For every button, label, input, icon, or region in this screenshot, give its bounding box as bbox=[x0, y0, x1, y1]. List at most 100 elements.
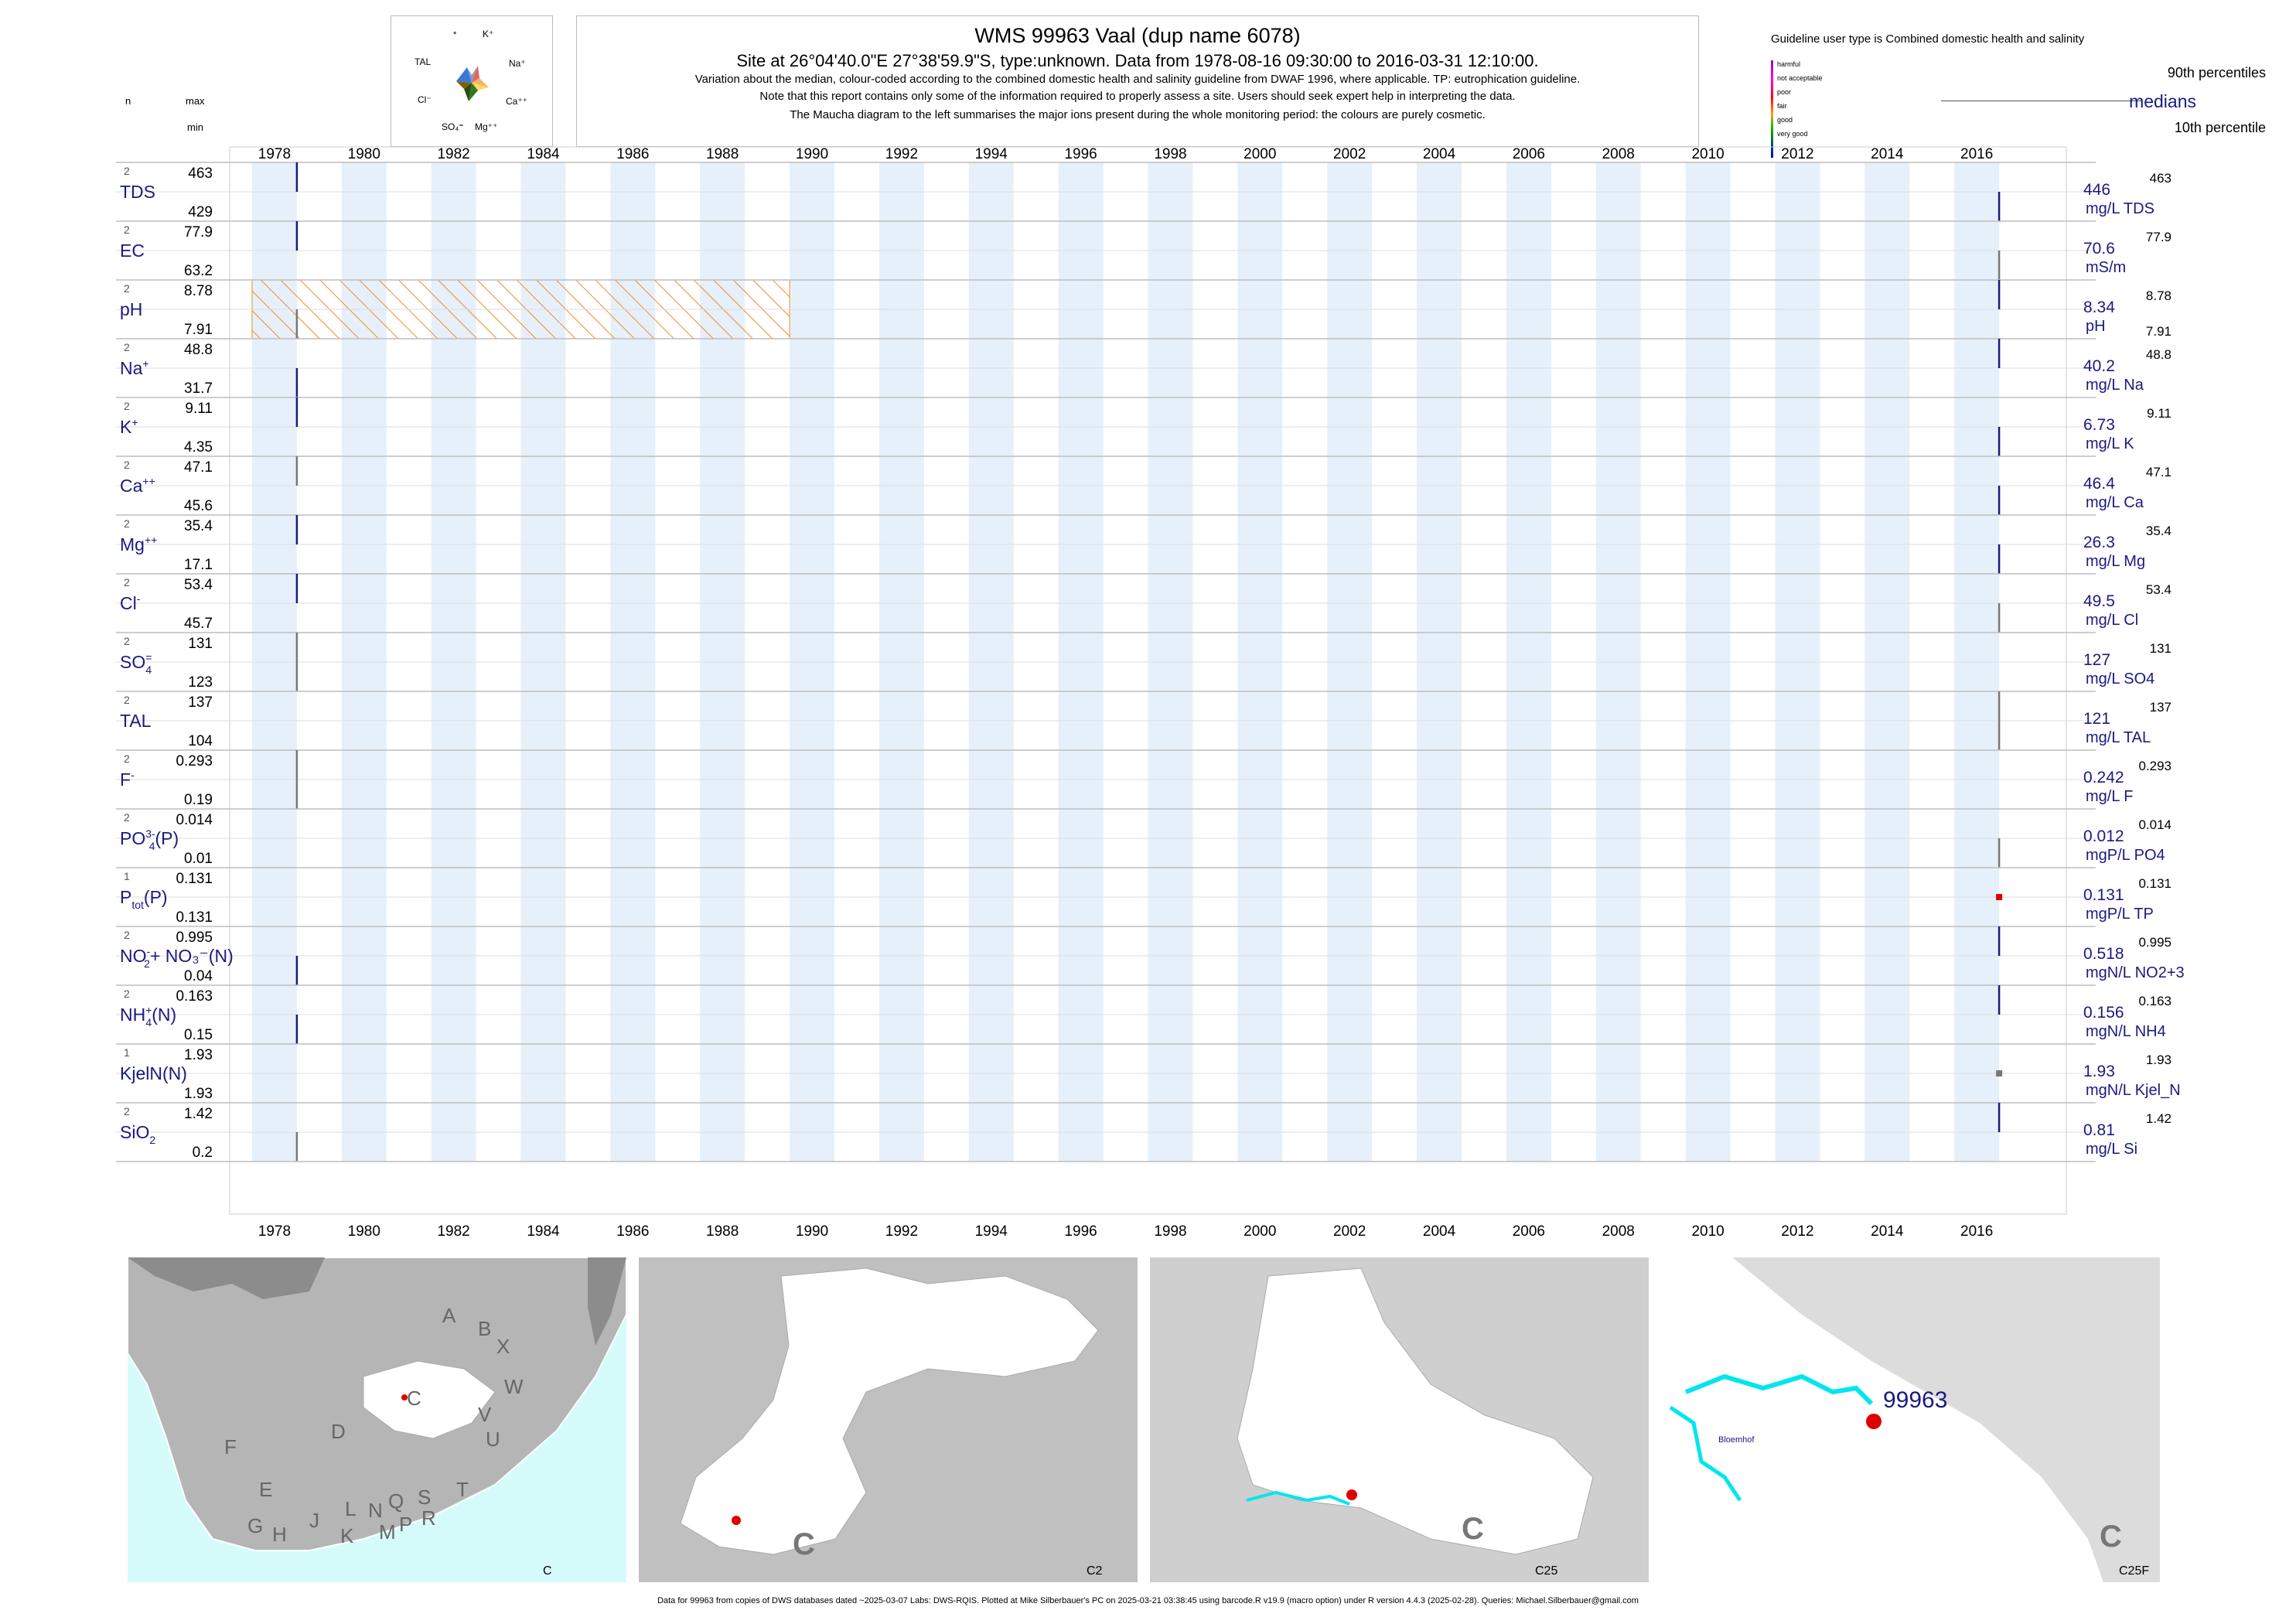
row-median: 1.93 bbox=[2083, 1063, 2115, 1080]
row-max-right: 131 bbox=[2150, 641, 2171, 656]
map-caption: C bbox=[543, 1564, 552, 1578]
row-max-right: 8.78 bbox=[2146, 288, 2171, 303]
row-min: 17.1 bbox=[184, 557, 213, 573]
row-max-right: 137 bbox=[2150, 700, 2171, 715]
row-unit: mgN/L Kjel_N bbox=[2086, 1082, 2181, 1099]
x-tick-label-bottom: 2002 bbox=[1333, 1223, 1366, 1237]
x-tick-label-top: 1986 bbox=[616, 146, 649, 162]
x-tick-label-bottom: 1980 bbox=[348, 1223, 380, 1237]
x-tick-label-top: 2012 bbox=[1781, 146, 1813, 162]
map-region-letter: C bbox=[793, 1527, 815, 1561]
row-unit: mgN/L NO2+3 bbox=[2086, 964, 2185, 981]
row-min: 31.7 bbox=[184, 380, 213, 397]
row-min: 0.2 bbox=[193, 1145, 213, 1161]
row-min: 4.35 bbox=[184, 439, 213, 455]
map-letter: X bbox=[496, 1335, 510, 1358]
row-min: 0.04 bbox=[184, 968, 213, 984]
map-letter: S bbox=[418, 1486, 431, 1509]
row-max-right: 77.9 bbox=[2146, 230, 2171, 244]
maucha-star bbox=[456, 66, 489, 101]
plot-frame bbox=[229, 146, 2067, 1215]
place-label: Bloemhof bbox=[1718, 1435, 1755, 1445]
x-tick-label-top: 1982 bbox=[437, 146, 469, 162]
row-min: 0.15 bbox=[184, 1027, 213, 1043]
site-marker bbox=[1866, 1414, 1881, 1429]
map-caption: C25 bbox=[1535, 1564, 1557, 1578]
row-variable-label: Cl- bbox=[120, 592, 141, 613]
row-unit: mg/L F bbox=[2086, 788, 2134, 805]
row-max-right: 48.8 bbox=[2146, 347, 2171, 362]
maucha-svg: * K⁺ Na⁺ Ca⁺⁺ Mg⁺⁺ SO₄⁼ Cl⁻ TAL bbox=[415, 29, 527, 132]
map-letter: M bbox=[379, 1520, 396, 1544]
row-max: 47.1 bbox=[184, 459, 213, 476]
col-n-header: n bbox=[125, 95, 131, 107]
col-max-header: max bbox=[186, 95, 205, 107]
row-n: 2 bbox=[124, 811, 130, 824]
map-caption: C25F bbox=[2119, 1564, 2149, 1578]
row-n: 2 bbox=[124, 165, 130, 177]
chart-title: WMS 99963 Vaal (dup name 6078) bbox=[974, 24, 1301, 47]
row-variable-label: NO-2+ NO₃⁻(N) bbox=[120, 945, 234, 970]
x-tick-label-bottom: 1978 bbox=[258, 1223, 291, 1237]
map-letter: U bbox=[486, 1428, 500, 1451]
x-tick-label-bottom: 1992 bbox=[885, 1223, 918, 1237]
x-tick-label-bottom: 1982 bbox=[437, 1223, 469, 1237]
row-unit: mg/L TAL bbox=[2086, 729, 2151, 746]
x-tick-label-top: 1990 bbox=[796, 146, 828, 162]
row-variable-label: F- bbox=[120, 769, 135, 790]
row-n: 2 bbox=[124, 1105, 130, 1117]
x-tick-label-bottom: 1988 bbox=[706, 1223, 739, 1237]
x-tick-label-bottom: 2012 bbox=[1781, 1223, 1813, 1237]
row-max: 131 bbox=[188, 636, 213, 652]
row-n: 2 bbox=[124, 635, 130, 647]
x-tick-label-top: 1978 bbox=[258, 146, 291, 162]
x-tick-label-top: 2006 bbox=[1513, 146, 1545, 162]
row-median: 8.34 bbox=[2083, 299, 2115, 316]
map-letter: V bbox=[478, 1403, 492, 1426]
row-variable-label: EC bbox=[120, 241, 145, 261]
x-tick-label-bottom: 1998 bbox=[1154, 1223, 1186, 1237]
row-n: 2 bbox=[124, 694, 130, 706]
row-unit: mg/L TDS bbox=[2086, 200, 2154, 217]
row-max: 48.8 bbox=[184, 342, 213, 358]
row-n: 2 bbox=[124, 517, 130, 530]
row-n: 1 bbox=[124, 1046, 130, 1059]
x-tick-label-bottom: 1990 bbox=[796, 1223, 828, 1237]
row-min: 1.93 bbox=[184, 1086, 213, 1102]
x-tick-label-bottom: 2016 bbox=[1960, 1223, 1993, 1237]
row-n: 2 bbox=[124, 341, 130, 353]
maucha-label: Mg⁺⁺ bbox=[475, 121, 497, 132]
row-n: 2 bbox=[124, 459, 130, 471]
row-min: 45.6 bbox=[184, 498, 213, 514]
site-marker bbox=[401, 1394, 408, 1401]
map-letter: E bbox=[259, 1478, 272, 1501]
row-n: 2 bbox=[124, 988, 130, 1000]
row-median: 70.6 bbox=[2083, 240, 2115, 258]
row-median: 0.518 bbox=[2083, 945, 2124, 963]
row-variable-label: pH bbox=[120, 299, 142, 319]
site-marker bbox=[732, 1516, 741, 1525]
row-max-right: 9.11 bbox=[2147, 406, 2171, 421]
map-letter: F bbox=[224, 1435, 237, 1459]
row-variable-label: Ptot(P) bbox=[120, 887, 168, 911]
x-tick-label-top: 2000 bbox=[1244, 146, 1276, 162]
footer-note: Data for 99963 from copies of DWS databa… bbox=[657, 1596, 1639, 1605]
map-letter: R bbox=[421, 1506, 436, 1530]
x-tick-label-top: 2008 bbox=[1602, 146, 1635, 162]
maucha-label: TAL bbox=[415, 56, 431, 67]
x-tick-label-bottom: 2014 bbox=[1871, 1223, 1904, 1237]
row-unit: mg/L Ca bbox=[2086, 494, 2144, 511]
row-median: 121 bbox=[2083, 710, 2110, 728]
map-drainage-letters: A B X W V U T C D F E G H J K L M N P Q bbox=[224, 1304, 524, 1547]
guideline-class-label: fair bbox=[1777, 102, 1787, 110]
row-max: 463 bbox=[188, 165, 213, 182]
maucha-label: SO₄⁼ bbox=[442, 121, 464, 132]
row-variable-label: SiO2 bbox=[120, 1122, 155, 1146]
row-median: 6.73 bbox=[2083, 416, 2115, 434]
data-point bbox=[1996, 1070, 2003, 1076]
row-unit: mgP/L PO4 bbox=[2086, 847, 2165, 864]
row-max: 0.293 bbox=[176, 753, 213, 769]
row-min: 0.131 bbox=[176, 909, 213, 926]
map-letter: A bbox=[442, 1304, 456, 1327]
